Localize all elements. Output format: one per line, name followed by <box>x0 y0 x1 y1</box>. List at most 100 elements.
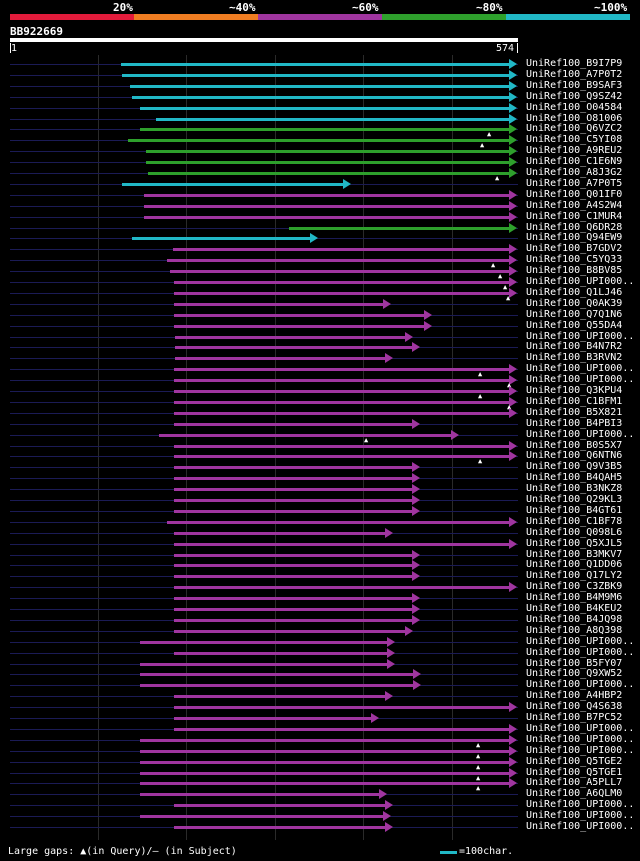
hit-label[interactable]: UniRef100_Q5TGE2 <box>526 756 623 767</box>
hit-bar[interactable] <box>174 303 384 306</box>
hit-bar[interactable] <box>174 586 510 589</box>
hit-label[interactable]: UniRef100_UPI000.. <box>526 636 635 647</box>
hit-bar[interactable] <box>140 641 388 644</box>
hit-bar[interactable] <box>173 248 510 251</box>
hit-label[interactable]: UniRef100_Q3KPU4 <box>526 385 623 396</box>
hit-label[interactable]: UniRef100_A7P0T2 <box>526 69 623 80</box>
hit-label[interactable]: UniRef100_B3MKV7 <box>526 549 623 560</box>
hit-label[interactable]: UniRef100_A4HBP2 <box>526 690 623 701</box>
hit-bar[interactable] <box>174 379 510 382</box>
hit-bar[interactable] <box>174 532 386 535</box>
hit-bar[interactable] <box>174 368 510 371</box>
hit-label[interactable]: UniRef100_B7PC52 <box>526 712 623 723</box>
hit-label[interactable]: UniRef100_UPI000.. <box>526 647 635 658</box>
hit-bar[interactable] <box>174 455 510 458</box>
hit-bar[interactable] <box>174 706 510 709</box>
hit-label[interactable]: UniRef100_B4KEU2 <box>526 603 623 614</box>
hit-bar[interactable] <box>132 96 510 99</box>
hit-bar[interactable] <box>174 804 386 807</box>
hit-label[interactable]: UniRef100_B4PBI3 <box>526 418 623 429</box>
hit-bar[interactable] <box>175 357 386 360</box>
hit-label[interactable]: UniRef100_B7GDV2 <box>526 243 623 254</box>
hit-bar[interactable] <box>140 772 510 775</box>
hit-label[interactable]: UniRef100_Q55DA4 <box>526 320 623 331</box>
hit-label[interactable]: UniRef100_B0S5X7 <box>526 440 623 451</box>
hit-bar[interactable] <box>140 663 388 666</box>
hit-label[interactable]: UniRef100_Q17LY2 <box>526 570 623 581</box>
hit-label[interactable]: UniRef100_Q9XW52 <box>526 668 623 679</box>
hit-bar[interactable] <box>140 750 510 753</box>
hit-bar[interactable] <box>174 401 510 404</box>
hit-bar[interactable] <box>140 739 510 742</box>
hit-label[interactable]: UniRef100_C5YI08 <box>526 134 623 145</box>
hit-label[interactable]: UniRef100_C1BFM1 <box>526 396 623 407</box>
hit-label[interactable]: UniRef100_Q01IF0 <box>526 189 623 200</box>
hit-bar[interactable] <box>174 826 386 829</box>
hit-bar[interactable] <box>174 412 510 415</box>
hit-label[interactable]: UniRef100_UPI000.. <box>526 810 635 821</box>
hit-bar[interactable] <box>174 488 413 491</box>
hit-bar[interactable] <box>175 336 406 339</box>
hit-label[interactable]: UniRef100_UPI000.. <box>526 723 635 734</box>
hit-label[interactable]: UniRef100_Q0AK39 <box>526 298 623 309</box>
hit-bar[interactable] <box>146 150 510 153</box>
hit-bar[interactable] <box>146 161 510 164</box>
hit-bar[interactable] <box>140 684 414 687</box>
hit-bar[interactable] <box>140 793 380 796</box>
hit-bar[interactable] <box>174 477 413 480</box>
hit-bar[interactable] <box>140 782 510 785</box>
hit-label[interactable]: UniRef100_A5PLL7 <box>526 777 623 788</box>
hit-label[interactable]: UniRef100_Q1LJ46 <box>526 287 623 298</box>
hit-bar[interactable] <box>140 761 510 764</box>
hit-label[interactable]: UniRef100_A6QLM0 <box>526 788 623 799</box>
hit-label[interactable]: UniRef100_Q5XJL5 <box>526 538 623 549</box>
hit-bar[interactable] <box>174 281 510 284</box>
hit-bar[interactable] <box>174 695 386 698</box>
hit-label[interactable]: UniRef100_B4N7R2 <box>526 341 623 352</box>
hit-label[interactable]: UniRef100_Q098L6 <box>526 527 623 538</box>
hit-bar[interactable] <box>174 630 406 633</box>
hit-bar[interactable] <box>174 564 413 567</box>
hit-label[interactable]: UniRef100_Q6NTN6 <box>526 450 623 461</box>
hit-bar[interactable] <box>174 543 510 546</box>
hit-label[interactable]: UniRef100_C1MUR4 <box>526 211 623 222</box>
hit-bar[interactable] <box>148 172 510 175</box>
hit-label[interactable]: UniRef100_B5FY07 <box>526 658 623 669</box>
hit-label[interactable]: UniRef100_UPI000.. <box>526 374 635 385</box>
hit-label[interactable]: UniRef100_B4QAH5 <box>526 472 623 483</box>
hit-label[interactable]: UniRef100_UPI000.. <box>526 799 635 810</box>
hit-label[interactable]: UniRef100_C3ZBK9 <box>526 581 623 592</box>
hit-bar[interactable] <box>170 270 510 273</box>
hit-label[interactable]: UniRef100_UPI000.. <box>526 276 635 287</box>
hit-bar[interactable] <box>174 292 510 295</box>
hit-bar[interactable] <box>174 390 510 393</box>
hit-label[interactable]: UniRef100_Q6VZC2 <box>526 123 623 134</box>
hit-bar[interactable] <box>121 63 510 66</box>
hit-bar[interactable] <box>174 466 413 469</box>
hit-bar[interactable] <box>144 205 510 208</box>
hit-label[interactable]: UniRef100_B4M9M6 <box>526 592 623 603</box>
hit-label[interactable]: UniRef100_B3NKZ8 <box>526 483 623 494</box>
hit-bar[interactable] <box>144 194 510 197</box>
hit-label[interactable]: UniRef100_UPI000.. <box>526 821 635 832</box>
hit-label[interactable]: UniRef100_B9SAF3 <box>526 80 623 91</box>
hit-label[interactable]: UniRef100_A7P0T5 <box>526 178 623 189</box>
hit-bar[interactable] <box>132 237 311 240</box>
hit-label[interactable]: UniRef100_Q9SZ42 <box>526 91 623 102</box>
hit-label[interactable]: UniRef100_C1E6N9 <box>526 156 623 167</box>
hit-label[interactable]: UniRef100_O04584 <box>526 102 623 113</box>
hit-bar[interactable] <box>140 815 384 818</box>
hit-label[interactable]: UniRef100_A8J3G2 <box>526 167 623 178</box>
hit-bar[interactable] <box>174 608 413 611</box>
hit-bar[interactable] <box>289 227 510 230</box>
hit-label[interactable]: UniRef100_UPI000.. <box>526 679 635 690</box>
hit-bar[interactable] <box>167 521 510 524</box>
hit-label[interactable]: UniRef100_A9REU2 <box>526 145 623 156</box>
hit-label[interactable]: UniRef100_B4GT61 <box>526 505 623 516</box>
hit-label[interactable]: UniRef100_B8BV85 <box>526 265 623 276</box>
hit-bar[interactable] <box>174 717 372 720</box>
hit-bar[interactable] <box>174 445 510 448</box>
hit-bar[interactable] <box>174 314 425 317</box>
hit-label[interactable]: UniRef100_Q1DD06 <box>526 559 623 570</box>
hit-label[interactable]: UniRef100_UPI000.. <box>526 745 635 756</box>
